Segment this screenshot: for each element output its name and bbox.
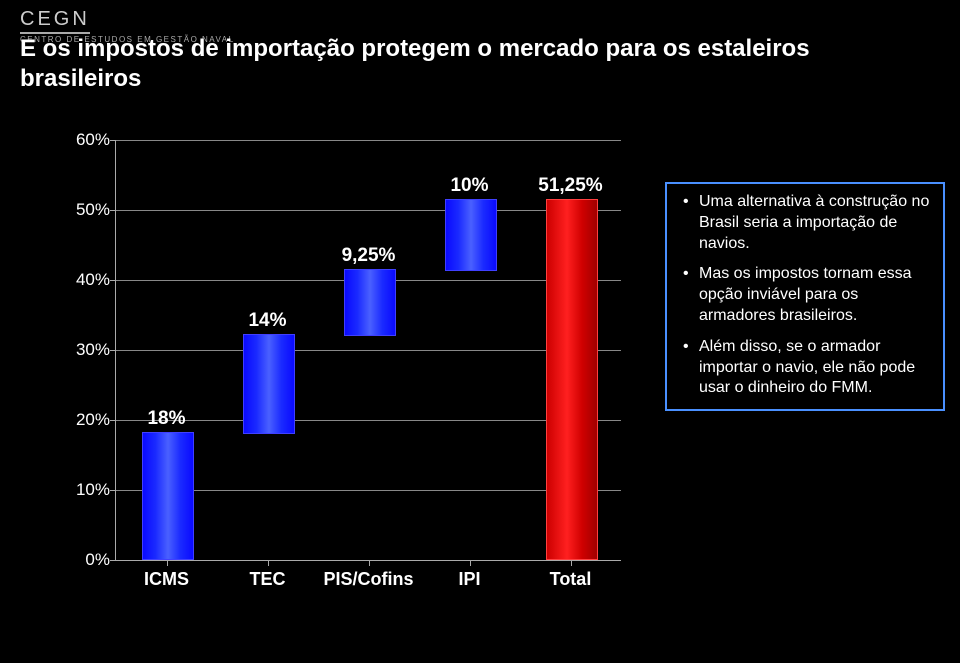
bar-value-label: 18% [117, 408, 217, 430]
x-tick-mark [369, 560, 370, 566]
x-category-label: TEC [218, 569, 318, 590]
info-item-2: Além disso, se o armador importar o navi… [689, 337, 933, 399]
grid-line [116, 140, 621, 141]
x-tick-mark [268, 560, 269, 566]
brand-name: CEGN [20, 8, 90, 34]
bar-total [546, 199, 598, 560]
y-tick-label: 10% [70, 480, 110, 500]
info-item-1: Mas os impostos tornam essa opção inviáv… [689, 264, 933, 326]
bar-value-label: 9,25% [319, 245, 419, 267]
bar-value-label: 10% [420, 175, 520, 197]
y-tick-label: 40% [70, 270, 110, 290]
bar-value-label: 51,25% [521, 175, 621, 197]
bar-pis-cofins [344, 269, 396, 336]
x-tick-mark [571, 560, 572, 566]
info-box: Uma alternativa à construção no Brasil s… [665, 182, 945, 411]
chart: 0%10%20%30%40%50%60% 18%ICMS14%TEC9,25%P… [60, 140, 620, 590]
y-tick-label: 30% [70, 340, 110, 360]
x-category-label: PIS/Cofins [319, 569, 419, 590]
y-tick-label: 60% [70, 130, 110, 150]
info-list: Uma alternativa à construção no Brasil s… [673, 192, 933, 399]
page-title: E os impostos de importação protegem o m… [20, 34, 920, 94]
bar-value-label: 14% [218, 310, 318, 332]
x-category-label: Total [521, 569, 621, 590]
chart-plot: 18%ICMS14%TEC9,25%PIS/Cofins10%IPI51,25%… [115, 140, 621, 561]
bar-icms [142, 432, 194, 560]
y-tick-label: 0% [70, 550, 110, 570]
x-tick-mark [470, 560, 471, 566]
x-category-label: IPI [420, 569, 520, 590]
x-category-label: ICMS [117, 569, 217, 590]
bar-ipi [445, 199, 497, 271]
info-item-0: Uma alternativa à construção no Brasil s… [689, 192, 933, 254]
x-tick-mark [167, 560, 168, 566]
bar-tec [243, 334, 295, 434]
y-tick-label: 20% [70, 410, 110, 430]
y-tick-label: 50% [70, 200, 110, 220]
